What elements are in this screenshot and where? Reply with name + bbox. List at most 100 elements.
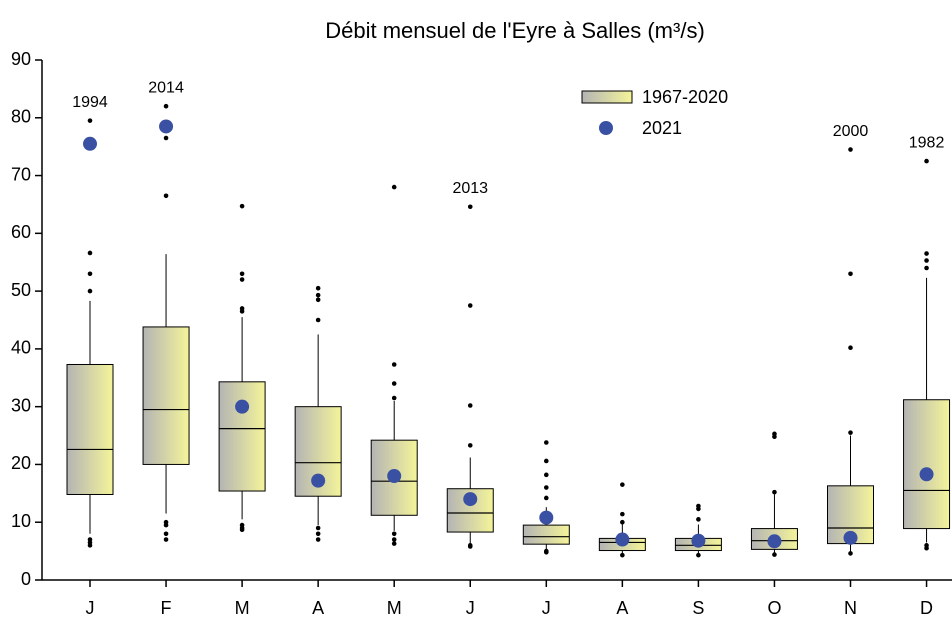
outlier [315,292,321,298]
outlier [163,135,169,141]
outlier [848,147,853,152]
outlier [696,503,701,509]
y-tick-label: 90 [11,49,31,69]
outlier [87,250,93,256]
outlier [467,443,473,448]
outlier [544,458,549,464]
x-tick-label: S [692,598,704,618]
outlier [391,184,397,190]
x-tick-label: M [235,598,250,618]
y-tick-label: 40 [11,338,31,358]
outlier [239,522,245,528]
point-2021 [463,492,478,507]
outlier [924,543,929,548]
outlier [315,525,321,531]
y-tick-label: 70 [11,164,31,184]
outlier [315,285,321,291]
box [218,381,266,492]
point-2021 [311,473,326,488]
x-tick-label: J [542,598,551,618]
legend-label: 2021 [642,118,682,138]
box [142,326,190,465]
point-2021 [539,510,554,525]
y-tick-label: 30 [11,395,31,415]
outlier [87,288,93,294]
outlier [848,551,853,556]
outlier [467,303,473,308]
outlier [239,271,245,277]
outlier [544,440,549,445]
outlier [239,203,245,209]
outlier [544,472,549,478]
x-tick-label: J [466,598,475,618]
outlier [163,103,169,109]
legend-swatch [581,90,633,104]
outlier [620,552,625,558]
point-2021 [767,534,782,549]
outlier [696,517,701,522]
y-tick-label: 60 [11,222,31,242]
y-tick-label: 50 [11,280,31,300]
annotation: 2014 [148,79,184,96]
annotation: 2000 [833,123,869,140]
y-tick-label: 10 [11,511,31,531]
outlier [544,548,549,554]
point-2021 [387,469,402,483]
outlier [391,537,397,542]
outlier [924,251,929,256]
point-2021 [159,119,174,134]
box [66,363,114,495]
outlier [848,271,853,277]
box [903,399,951,530]
outlier [467,543,473,548]
x-tick-label: N [844,598,857,618]
outlier [163,531,169,537]
outlier [772,489,777,495]
outlier [772,431,777,437]
outlier [163,537,169,542]
chart-title: Débit mensuel de l'Eyre à Salles (m³/s) [325,18,705,43]
point-2021 [691,533,706,548]
outlier [924,158,929,164]
outlier [315,531,321,537]
outlier [696,552,701,558]
annotation: 2013 [452,180,488,197]
x-tick-label: O [767,598,781,618]
outlier [239,306,245,311]
x-tick-label: J [86,598,95,618]
outlier [848,345,853,351]
x-tick-label: A [616,598,628,618]
x-tick-label: A [312,598,324,618]
outlier [924,258,929,263]
outlier [87,118,93,123]
outlier [87,271,93,277]
outlier [391,531,397,537]
y-tick-label: 0 [21,569,31,589]
outlier [620,482,625,487]
box [522,524,570,545]
x-tick-label: F [161,598,172,618]
point-2021 [83,136,97,151]
outlier [163,193,169,199]
point-2021 [919,467,934,482]
outlier [772,552,777,557]
annotation: 1994 [72,94,108,111]
outlier [467,403,473,408]
outlier [924,265,929,271]
y-tick-label: 80 [11,107,31,127]
x-tick-label: D [920,598,933,618]
outlier [544,495,549,501]
x-tick-label: M [387,598,402,618]
outlier [315,317,321,323]
outlier [391,395,397,401]
outlier [848,430,853,435]
outlier [391,362,397,367]
outlier [315,297,321,303]
outlier [391,381,397,386]
outlier [467,204,473,210]
outlier [239,277,245,282]
point-2021 [843,530,858,545]
outlier [620,511,625,517]
legend-label: 1967-2020 [642,87,728,107]
